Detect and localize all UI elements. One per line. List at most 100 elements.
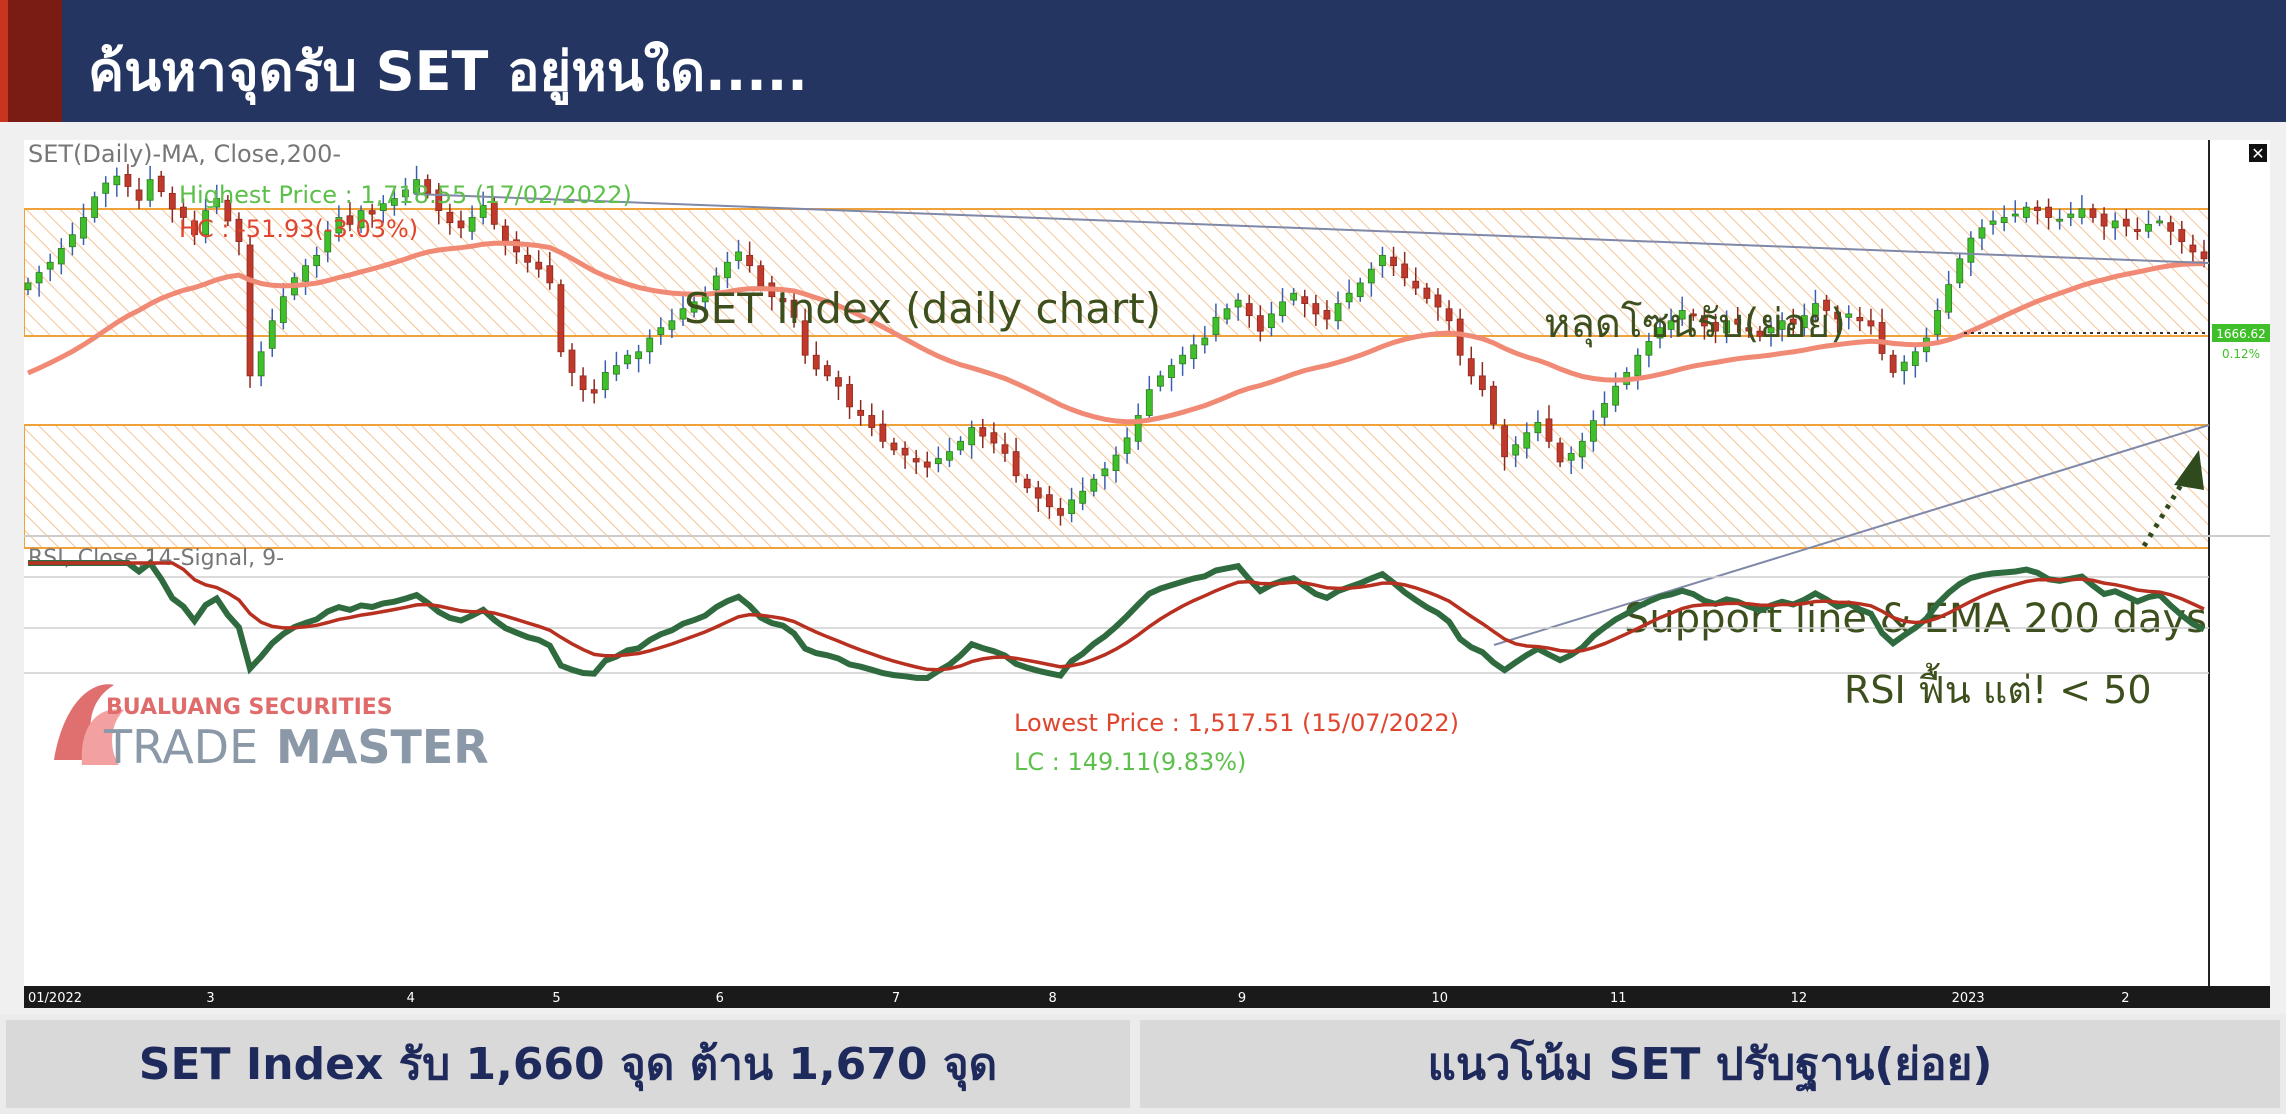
candle-body: [1234, 299, 1242, 308]
candle-body: [990, 432, 998, 444]
candle-body: [912, 458, 920, 463]
candle-body: [646, 337, 654, 353]
candle-body: [1434, 294, 1442, 308]
brand-master: MASTER: [276, 720, 489, 774]
support-resistance-box: SET Index รับ 1,660 จุด ต้าน 1,670 จุด: [6, 1020, 1130, 1108]
candle-body: [579, 375, 587, 391]
candle-body: [1279, 301, 1286, 317]
candle-body: [91, 196, 99, 218]
candle-body: [479, 205, 487, 218]
candle-body: [1478, 375, 1486, 391]
logo-mark-icon: [54, 684, 114, 760]
candle-body: [801, 320, 809, 356]
candle-body: [690, 301, 698, 313]
candle-body: [1845, 313, 1853, 318]
candle-body: [168, 192, 176, 210]
x-tick-label: 11: [1610, 991, 1627, 1006]
candle-body: [1567, 452, 1575, 461]
candle-body: [113, 175, 121, 186]
candle-body: [524, 254, 531, 263]
close-icon[interactable]: [2249, 144, 2267, 162]
candle-body: [1356, 282, 1364, 298]
candle-body: [180, 206, 187, 218]
x-tick-label: 01/2022: [28, 991, 82, 1006]
candle-body: [1023, 478, 1031, 489]
candle-body: [157, 175, 165, 193]
support-line: [1493, 424, 2210, 646]
candle-body: [1601, 403, 1608, 418]
candle-body: [1756, 330, 1764, 337]
candle-body: [746, 254, 754, 267]
footer: SET Index รับ 1,660 จุด ต้าน 1,670 จุด แ…: [0, 1014, 2286, 1114]
candle-body: [624, 354, 631, 365]
candle-body: [1379, 254, 1386, 267]
trend-box: แนวโน้ม SET ปรับฐาน(ย่อย): [1140, 1020, 2280, 1108]
candle-body: [2122, 218, 2130, 227]
candle-body: [590, 389, 598, 394]
candle-body: [1112, 454, 1120, 471]
candle-body: [490, 201, 498, 225]
candle-body: [402, 189, 409, 198]
candle-body: [1712, 322, 1719, 332]
candle-body: [124, 174, 132, 187]
candle-body: [1467, 358, 1475, 377]
candle-body: [601, 372, 609, 391]
candles-group: [24, 164, 2208, 526]
candle-body: [1045, 494, 1053, 508]
candle-body: [934, 458, 942, 465]
candle-body: [635, 351, 643, 360]
candle-body: [613, 365, 620, 375]
candle-body: [1612, 385, 1619, 406]
candle-body: [2011, 213, 2019, 217]
candle-body: [1589, 420, 1597, 442]
candle-body: [657, 327, 665, 335]
candle-body: [368, 210, 376, 215]
zone-break-label: หลุดโซนรับ(ย่อย): [1544, 301, 1846, 348]
candle-body: [1034, 487, 1042, 499]
downtrend-line: [413, 193, 2210, 264]
candle-body: [2178, 229, 2186, 242]
candle-body: [1545, 418, 1553, 442]
candle-body: [1323, 310, 1331, 320]
candle-body: [1201, 337, 1209, 346]
candle-body: [823, 365, 831, 377]
header-accent-edge: [0, 0, 8, 122]
lowest-price-label: Lowest Price : 1,517.51 (15/07/2022): [1014, 709, 1459, 737]
candle-body: [846, 384, 853, 408]
window-buttons[interactable]: ✕: [2249, 144, 2267, 163]
candle-body: [1956, 258, 1964, 284]
candle-body: [69, 234, 76, 248]
candle-body: [1578, 440, 1586, 458]
candle-body: [435, 189, 443, 211]
candle-body: [1767, 327, 1775, 334]
candle-body: [1345, 292, 1353, 303]
brand-trade: TRADE: [103, 720, 258, 774]
candle-body: [1057, 508, 1064, 516]
candle-body: [568, 349, 576, 373]
rsi-note: RSI ฟื้น แต่! < 50: [1844, 662, 2152, 712]
candle-body: [1667, 320, 1675, 330]
candle-body: [1856, 316, 1864, 322]
x-tick-label: 2023: [1952, 991, 1985, 1006]
candle-body: [1678, 310, 1686, 320]
candle-body: [1068, 499, 1075, 515]
candle-body: [2056, 218, 2064, 222]
candle-body: [1701, 315, 1708, 327]
candle-body: [1334, 303, 1342, 322]
candle-body: [2145, 223, 2152, 232]
candle-body: [979, 427, 987, 437]
candle-body: [1800, 315, 1808, 329]
candle-body: [1145, 389, 1153, 416]
candle-body: [1157, 375, 1164, 387]
candle-body: [346, 215, 354, 225]
candle-body: [1423, 287, 1431, 299]
candle-body: [923, 461, 931, 468]
candle-body: [1867, 320, 1875, 327]
candle-body: [735, 251, 742, 261]
x-tick-label: 7: [892, 991, 900, 1006]
candle-body: [2111, 220, 2119, 229]
candle-body: [1778, 320, 1786, 330]
hc-label: HC : -51.93(-3.03%): [179, 215, 418, 243]
candle-body: [1945, 284, 1953, 313]
candle-body: [2022, 206, 2030, 218]
